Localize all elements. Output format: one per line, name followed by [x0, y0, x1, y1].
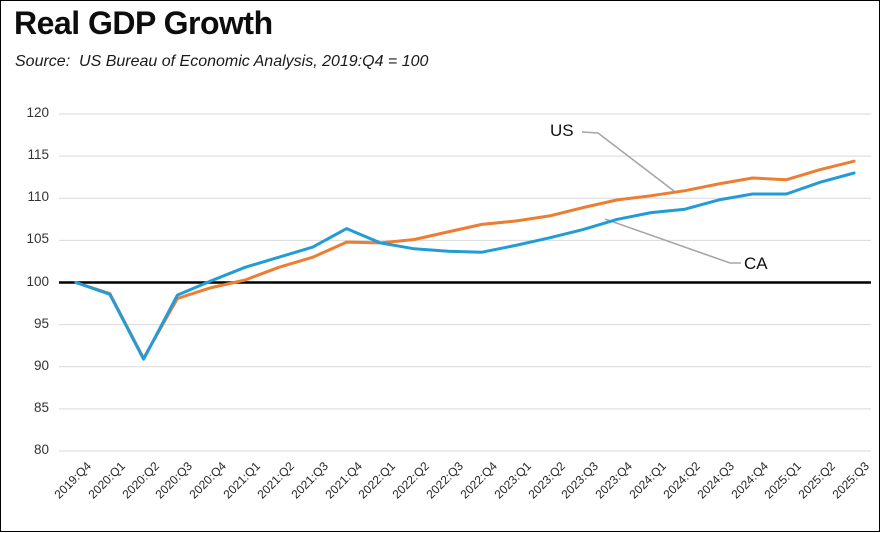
- x-tick-label: 2024:Q1: [626, 459, 669, 502]
- x-tick-label: 2024:Q3: [694, 459, 737, 502]
- y-tick-label-110: 110: [27, 189, 49, 205]
- x-tick-label: 2022:Q2: [389, 459, 433, 502]
- x-tick-label: 2021:Q2: [254, 459, 297, 502]
- x-tick-label: 2023:Q1: [491, 459, 534, 502]
- ca-leader-line: [604, 218, 741, 264]
- x-tick-label: 2022:Q3: [423, 459, 466, 502]
- chart-subtitle: Source: US Bureau of Economic Analysis, …: [15, 53, 429, 70]
- series-line-ca: [74, 171, 856, 361]
- x-tick-label: 2020:Q4: [186, 459, 230, 502]
- x-tick-label: 2025:Q3: [829, 459, 872, 502]
- x-tick-label: 2019:Q4: [51, 459, 94, 502]
- x-tick-label: 2024:Q2: [660, 459, 703, 502]
- y-tick-label-90: 90: [33, 357, 49, 373]
- y-tick-label-115: 115: [27, 147, 49, 163]
- x-tick-label: 2025:Q2: [795, 459, 839, 502]
- y-tick-label-120: 120: [26, 105, 49, 120]
- y-tick-label-80: 80: [33, 442, 49, 457]
- series-label-ca: CA: [744, 254, 768, 273]
- y-tick-label-85: 85: [33, 399, 49, 415]
- x-tick-label: 2023:Q4: [592, 459, 636, 502]
- x-tick-label: 2021:Q3: [288, 459, 331, 502]
- y-tick-label-100: 100: [26, 273, 49, 289]
- series-line-us: [74, 159, 856, 360]
- x-tick-label: 2020:Q1: [85, 459, 128, 502]
- us-leader-line: [581, 131, 675, 192]
- y-axis-labels: 80 85 90 95 100 105 110 115 120: [1, 1, 51, 531]
- x-tick-label: 2021:Q1: [220, 459, 263, 502]
- x-axis-labels: 2019:Q4 2020:Q1 2020:Q2 2020:Q3 2020:Q4 2021:…: [1, 459, 879, 529]
- x-tick-label: 2022:Q4: [457, 459, 500, 502]
- series-label-us: US: [550, 121, 574, 140]
- y-tick-label-105: 105: [26, 231, 49, 247]
- chart-title: Real GDP Growth: [14, 5, 273, 41]
- y-tick-label-95: 95: [33, 315, 49, 331]
